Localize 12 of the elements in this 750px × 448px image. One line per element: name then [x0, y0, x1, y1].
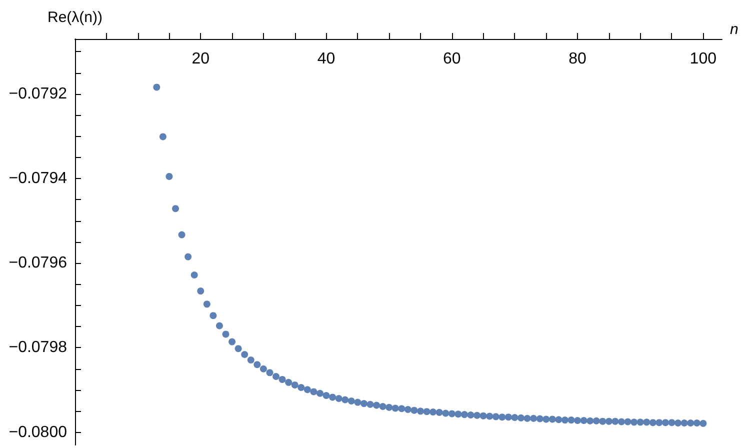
x-tick-label: 20 — [192, 50, 210, 68]
y-tick-label: −0.0794 — [8, 170, 68, 188]
y-axis-title: Re(λ(n)) — [48, 9, 102, 26]
x-tick-label: 40 — [317, 50, 336, 68]
y-tick-label: −0.0792 — [8, 85, 68, 102]
x-tick-label: 100 — [690, 50, 717, 68]
x-tick-label: 80 — [568, 50, 587, 68]
x-axis-title: n — [730, 21, 738, 38]
x-tick-label: 60 — [442, 50, 461, 68]
y-tick-label: −0.0796 — [8, 254, 68, 272]
y-tick-label: −0.0800 — [8, 424, 68, 441]
y-tick-label: −0.0798 — [8, 339, 68, 356]
